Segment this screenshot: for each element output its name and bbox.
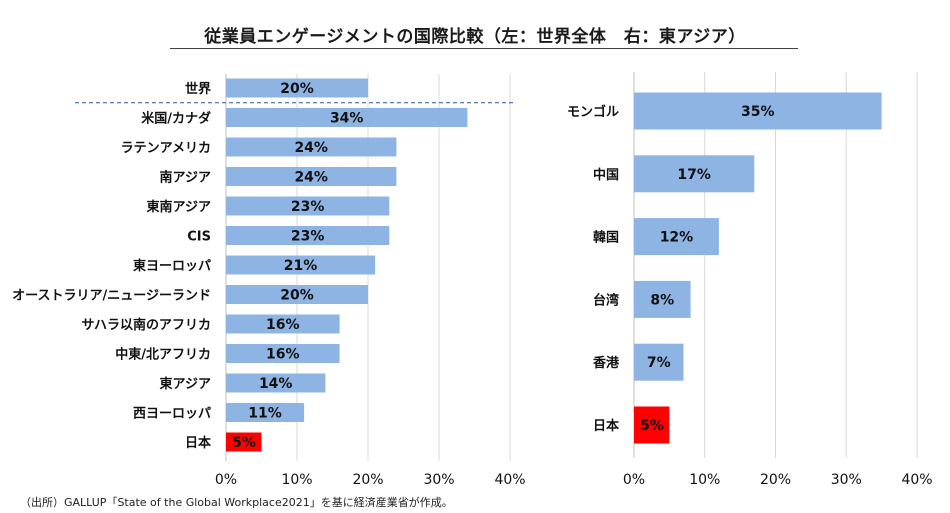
left-bar <box>226 285 368 304</box>
right-value-label: 35% <box>741 104 775 120</box>
left-category-label: オーストラリア/ニュージーランド <box>12 289 211 304</box>
left-category-label: 東南アジア <box>147 199 211 215</box>
left-category-label: 世界 <box>185 81 211 97</box>
right-category-label: 日本 <box>593 418 619 434</box>
right-value-label: 8% <box>650 292 674 308</box>
left-bar <box>226 137 397 157</box>
left-value-label: 20% <box>280 288 314 304</box>
left-value-label: 16% <box>266 317 300 333</box>
right-category-label: 台湾 <box>593 292 619 308</box>
left-x-tick-label: 20% <box>352 472 383 488</box>
right-category-label: 中国 <box>593 167 619 183</box>
left-value-label: 34% <box>330 111 364 127</box>
source-note: （出所）GALLUP「State of the Global Workplace… <box>20 496 453 509</box>
left-category-label: 南アジア <box>160 170 211 186</box>
right-bar <box>634 92 882 130</box>
right-value-label: 12% <box>660 230 694 246</box>
left-category-label: 中東/北アフリカ <box>115 347 211 363</box>
left-x-tick-label: 40% <box>494 472 525 488</box>
right-x-tick-label: 30% <box>831 472 862 488</box>
left-bar <box>226 167 397 186</box>
right-category-label: 韓国 <box>593 230 619 246</box>
right-bar-chart: 0% 10% 20% 30% 40% モンゴル 35% 中国 17% 韓国 12% 台湾 8% 香港 7% 日… <box>567 72 933 488</box>
left-bar <box>226 373 326 393</box>
left-category-label: CIS <box>187 230 211 245</box>
right-x-tick-label: 0% <box>623 472 645 488</box>
right-bar <box>634 343 684 381</box>
left-value-label: 16% <box>266 347 300 363</box>
left-value-label: 23% <box>291 199 325 215</box>
chart-title: 従業員エンゲージメントの国際比較（左：世界全体 右：東アジア） <box>204 27 746 47</box>
right-bar <box>634 406 670 444</box>
left-bar <box>226 432 262 452</box>
right-bar <box>634 280 691 318</box>
right-value-label: 7% <box>647 355 671 371</box>
left-value-label: 24% <box>294 170 328 186</box>
left-category-label: 西ヨーロッパ <box>133 407 211 422</box>
left-category-label: 東ヨーロッパ <box>133 258 211 274</box>
right-x-tick-label: 20% <box>760 472 791 488</box>
left-category-label: 東アジア <box>160 376 211 392</box>
right-value-label: 17% <box>677 167 711 183</box>
right-bar <box>634 218 719 256</box>
right-value-label: 5% <box>640 418 664 434</box>
right-x-tick-label: 10% <box>689 472 720 488</box>
left-category-label: ラテンアメリカ <box>121 141 211 156</box>
left-bar <box>226 226 390 245</box>
left-value-label: 20% <box>280 81 314 97</box>
left-x-tick-label: 30% <box>423 472 454 488</box>
right-category-label: 香港 <box>592 355 620 371</box>
left-x-tick-label: 0% <box>215 472 237 488</box>
left-value-label: 21% <box>284 258 318 274</box>
left-category-label: サハラ以南のアフリカ <box>82 317 211 333</box>
left-bar <box>226 255 376 275</box>
left-bar-chart: 0% 10% 20% 30% 40% 世界 20% 米国/カナダ 34% ラテンアメリカ 24% 南ア… <box>12 74 526 488</box>
left-value-label: 14% <box>259 376 293 392</box>
left-category-label: 日本 <box>185 435 211 451</box>
left-bar <box>226 108 468 127</box>
left-bar <box>226 403 305 422</box>
left-value-label: 23% <box>291 229 325 245</box>
left-value-label: 5% <box>232 435 256 451</box>
title-underline <box>170 48 798 49</box>
left-bar <box>226 196 390 216</box>
left-x-tick-label: 10% <box>281 472 312 488</box>
right-x-tick-label: 40% <box>901 472 932 488</box>
left-bar <box>226 314 340 334</box>
left-bar <box>226 344 340 363</box>
left-category-label: 米国/カナダ <box>141 111 211 127</box>
left-value-label: 24% <box>294 140 328 156</box>
left-bar <box>226 78 368 98</box>
right-category-label: モンゴル <box>567 104 619 120</box>
left-value-label: 11% <box>248 406 282 422</box>
right-bar <box>634 155 755 193</box>
